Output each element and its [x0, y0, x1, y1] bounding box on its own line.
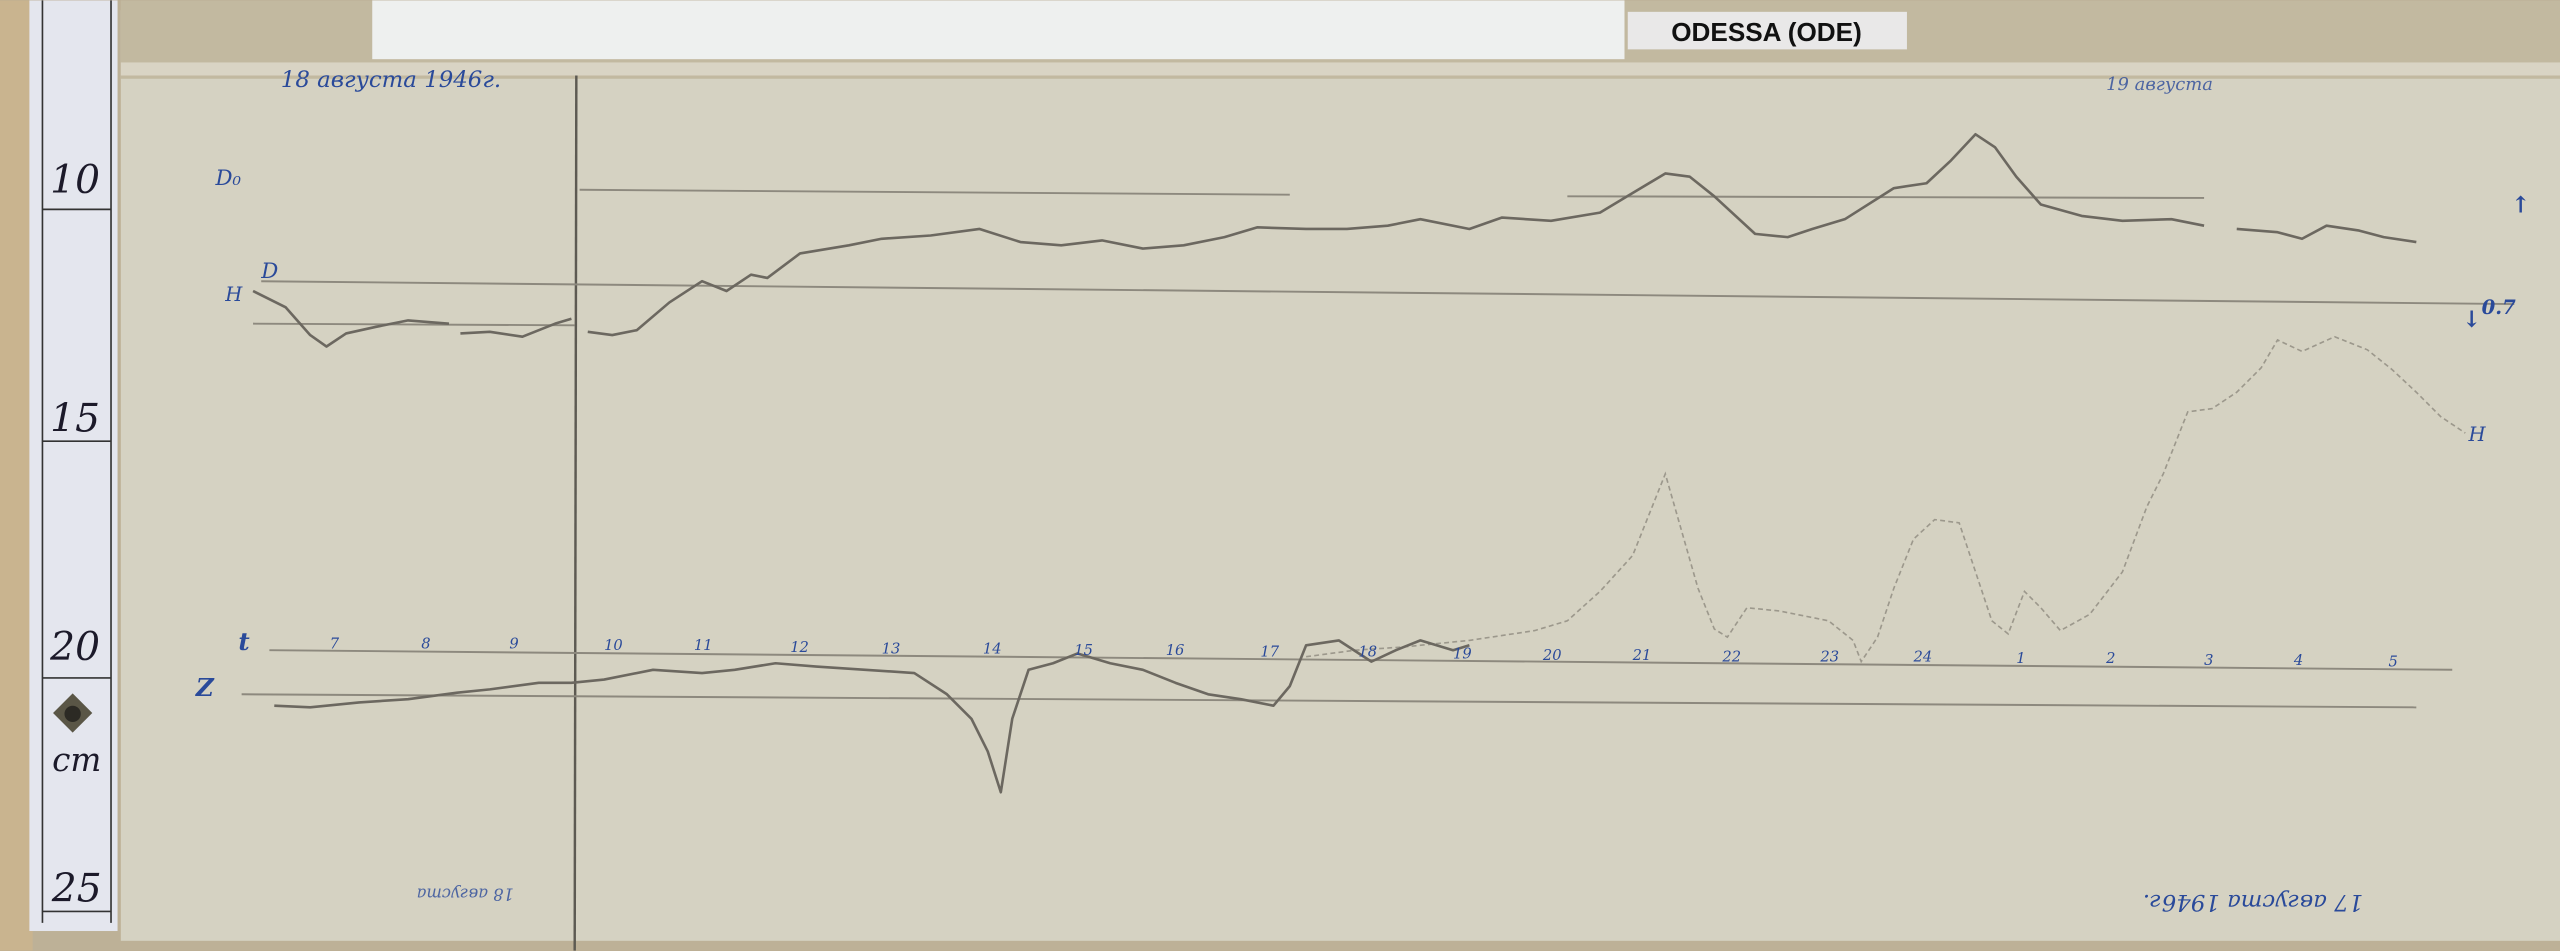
date-top-right: 19 августа	[2106, 74, 2213, 95]
hour-label: 24	[1912, 649, 1932, 666]
hour-label: 13	[882, 640, 901, 657]
time-axis-label: t	[238, 627, 250, 656]
hour-label: 14	[983, 640, 1002, 657]
hour-label: 12	[790, 639, 809, 656]
time-axis-line	[269, 649, 2453, 671]
vertical-reference-line	[573, 75, 578, 951]
hour-label: 16	[1166, 642, 1185, 659]
ruler-mark-15: 15	[50, 396, 100, 441]
ruler-mark-10: 10	[50, 158, 100, 203]
date-top-left: 18 августа 1946г.	[281, 67, 501, 93]
hour-label: 2	[2105, 650, 2115, 667]
trace-h	[1306, 335, 2466, 664]
trace-z-label: Z	[195, 673, 215, 702]
baseline-d0-label: D₀	[215, 166, 242, 191]
trace-d-segment-3	[587, 132, 2205, 337]
hour-label: 11	[694, 637, 713, 654]
hour-label: 4	[2293, 652, 2303, 669]
trace-h-label-right: H	[2468, 423, 2487, 446]
hour-label: 7	[330, 636, 340, 653]
ruler-mark-25: 25	[51, 867, 102, 912]
baseline-d0-right	[1567, 195, 2205, 199]
ruler-unit: cm	[52, 741, 101, 779]
arrow-up-icon: ↑	[2511, 193, 2530, 219]
top-holder-lip	[120, 62, 2560, 76]
hour-label: 18	[1358, 644, 1377, 661]
baseline-d-left	[253, 322, 575, 327]
station-label: ODESSA (ODE)	[1671, 17, 1862, 47]
hour-label: 5	[2389, 654, 2398, 671]
magnetogram-paper	[120, 10, 2560, 941]
trace-d-label: D	[260, 259, 278, 284]
hour-label: 15	[1074, 642, 1093, 659]
trace-d	[252, 289, 450, 348]
arrow-down-icon: ↓	[2462, 307, 2481, 333]
trace-h-label-left: H	[224, 283, 243, 306]
hour-label: 9	[509, 636, 518, 653]
hour-label: 19	[1453, 645, 1472, 662]
baseline-z	[241, 693, 2417, 709]
baseline-h	[261, 280, 2515, 306]
date-bottom-left-inverted: 18 августа	[417, 885, 514, 904]
baseline-d0-left	[579, 188, 1290, 196]
hour-label: 17	[1260, 644, 1279, 661]
hour-label: 8	[421, 636, 430, 653]
hour-labels: 7 8 9 10 11 12 13 14 15 16 17 18 19 20 2…	[330, 636, 2398, 671]
hour-label: 23	[1819, 649, 1839, 666]
frame-left-edge	[0, 0, 33, 951]
trace-z	[274, 639, 1470, 794]
hour-label: 1	[2016, 650, 2025, 667]
ruler-mark-20: 20	[49, 625, 100, 670]
date-bottom-right-inverted: 17 августа 1946г.	[2143, 889, 2363, 915]
ruler	[29, 0, 118, 932]
station-label-box	[1627, 11, 1907, 50]
trace-d-segment-4	[2236, 224, 2417, 244]
right-margin-mark: 0.7	[2482, 296, 2516, 319]
hour-label: 20	[1542, 647, 1562, 664]
hour-label: 22	[1721, 649, 1741, 666]
hour-label: 3	[2204, 652, 2213, 669]
hour-label: 10	[604, 637, 623, 654]
hour-label: 21	[1632, 647, 1652, 664]
ruler-pin-icon	[53, 693, 93, 733]
top-paper-strip	[372, 0, 1625, 60]
trace-d-segment-2	[460, 317, 572, 339]
